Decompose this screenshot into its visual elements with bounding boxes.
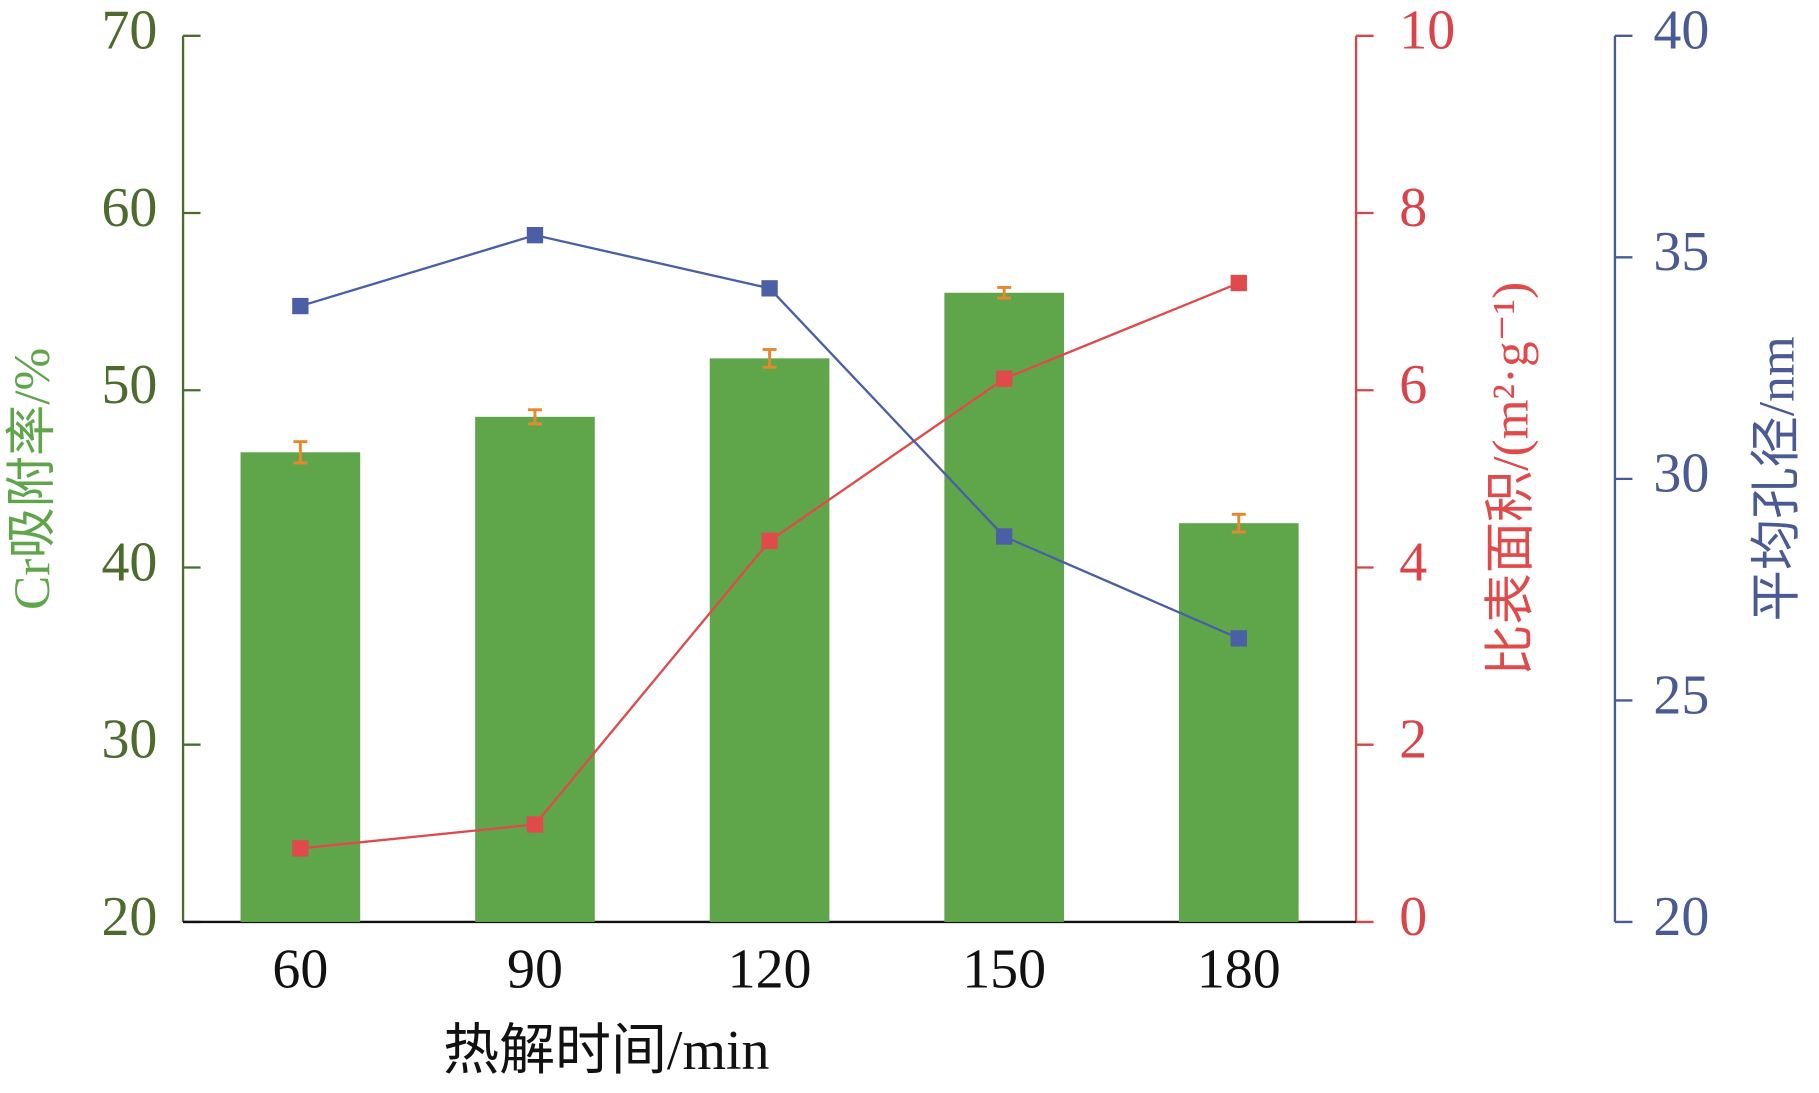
tick-label: 30 — [101, 709, 157, 771]
tick-label: 40 — [1653, 0, 1709, 62]
marker — [1230, 274, 1247, 292]
marker — [292, 840, 309, 857]
marker — [996, 370, 1013, 387]
marker — [526, 227, 544, 244]
tick-label: 4 — [1399, 531, 1427, 593]
bar — [944, 292, 1065, 922]
x-tick-label: 150 — [962, 938, 1046, 1000]
tick-label: 70 — [101, 0, 157, 62]
bar — [475, 416, 595, 922]
marker — [996, 528, 1013, 545]
marker — [761, 532, 778, 550]
x-tick-label: 180 — [1197, 938, 1281, 1000]
error-bar — [1231, 512, 1246, 534]
x-tick-label: 120 — [728, 938, 812, 1000]
tick-label: 30 — [1653, 443, 1709, 505]
marker — [526, 816, 544, 833]
error-bar — [293, 440, 308, 465]
error-bar — [762, 348, 777, 369]
tick-label: 40 — [101, 531, 157, 593]
x-axis-title: 热解时间/min — [443, 1020, 769, 1082]
x-tick-label: 60 — [272, 938, 328, 1000]
marker — [761, 280, 778, 297]
tick-label: 25 — [1653, 664, 1709, 726]
tick-label: 2 — [1399, 709, 1427, 771]
tick-label: 6 — [1399, 354, 1427, 416]
y-axis-title: Cr吸附率/% — [4, 348, 61, 610]
x-tick-label: 90 — [507, 938, 563, 1000]
marker — [1230, 630, 1247, 647]
bar — [709, 358, 830, 922]
marker — [292, 297, 309, 315]
bar — [1178, 523, 1299, 922]
y3-axis-title: 平均孔径/nm — [1748, 336, 1805, 621]
tick-label: 20 — [1653, 886, 1709, 948]
tick-label: 10 — [1399, 0, 1455, 62]
tick-label: 60 — [101, 177, 157, 239]
tick-label: 50 — [101, 354, 157, 416]
y2-axis-title: 比表面积/(m²·g⁻¹) — [1483, 282, 1540, 676]
tick-label: 0 — [1399, 886, 1427, 948]
tick-label: 20 — [101, 886, 157, 948]
tick-label: 8 — [1399, 177, 1427, 239]
error-bar — [997, 285, 1012, 300]
error-bar — [527, 408, 542, 426]
tick-label: 35 — [1653, 221, 1709, 283]
